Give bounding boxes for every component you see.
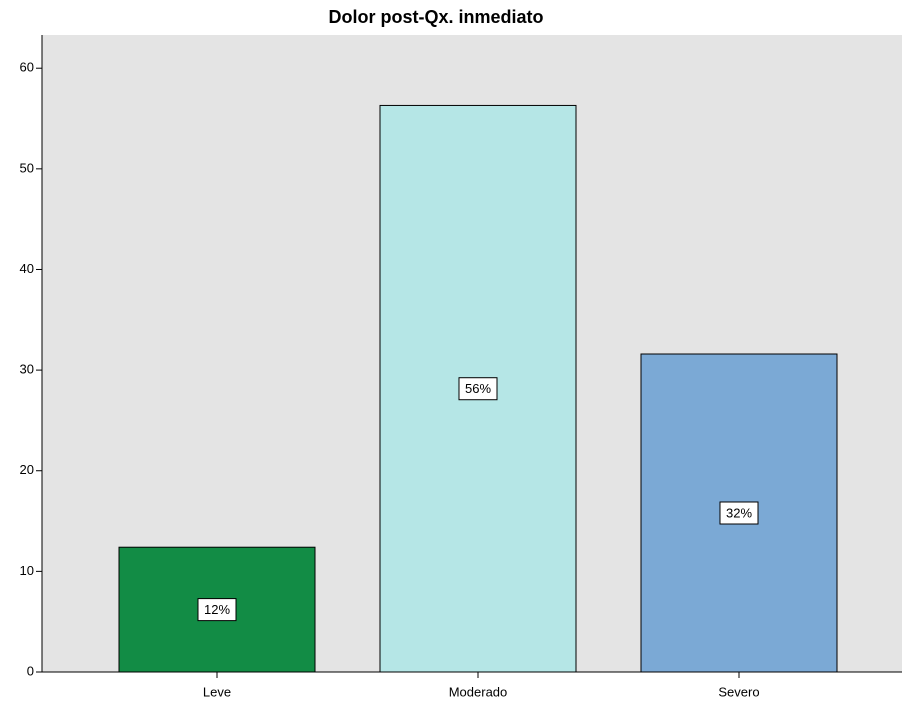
y-tick-label: 20 xyxy=(20,462,34,477)
x-tick-label: Leve xyxy=(203,684,231,699)
y-tick-label: 50 xyxy=(20,160,34,175)
x-tick-label: Moderado xyxy=(449,684,508,699)
value-label-box xyxy=(197,598,237,622)
y-tick-label: 60 xyxy=(20,60,34,75)
y-tick-label: 30 xyxy=(20,362,34,377)
chart-title: Dolor post-Qx. inmediato xyxy=(328,7,543,27)
value-label-box xyxy=(719,501,759,525)
y-tick-label: 0 xyxy=(27,663,34,678)
x-tick-label: Severo xyxy=(718,684,759,699)
value-label: 56% xyxy=(465,381,491,396)
value-label: 32% xyxy=(726,505,752,520)
value-label-box xyxy=(458,377,498,401)
y-tick-label: 40 xyxy=(20,261,34,276)
y-tick-label: 10 xyxy=(20,563,34,578)
value-label: 12% xyxy=(204,602,230,617)
